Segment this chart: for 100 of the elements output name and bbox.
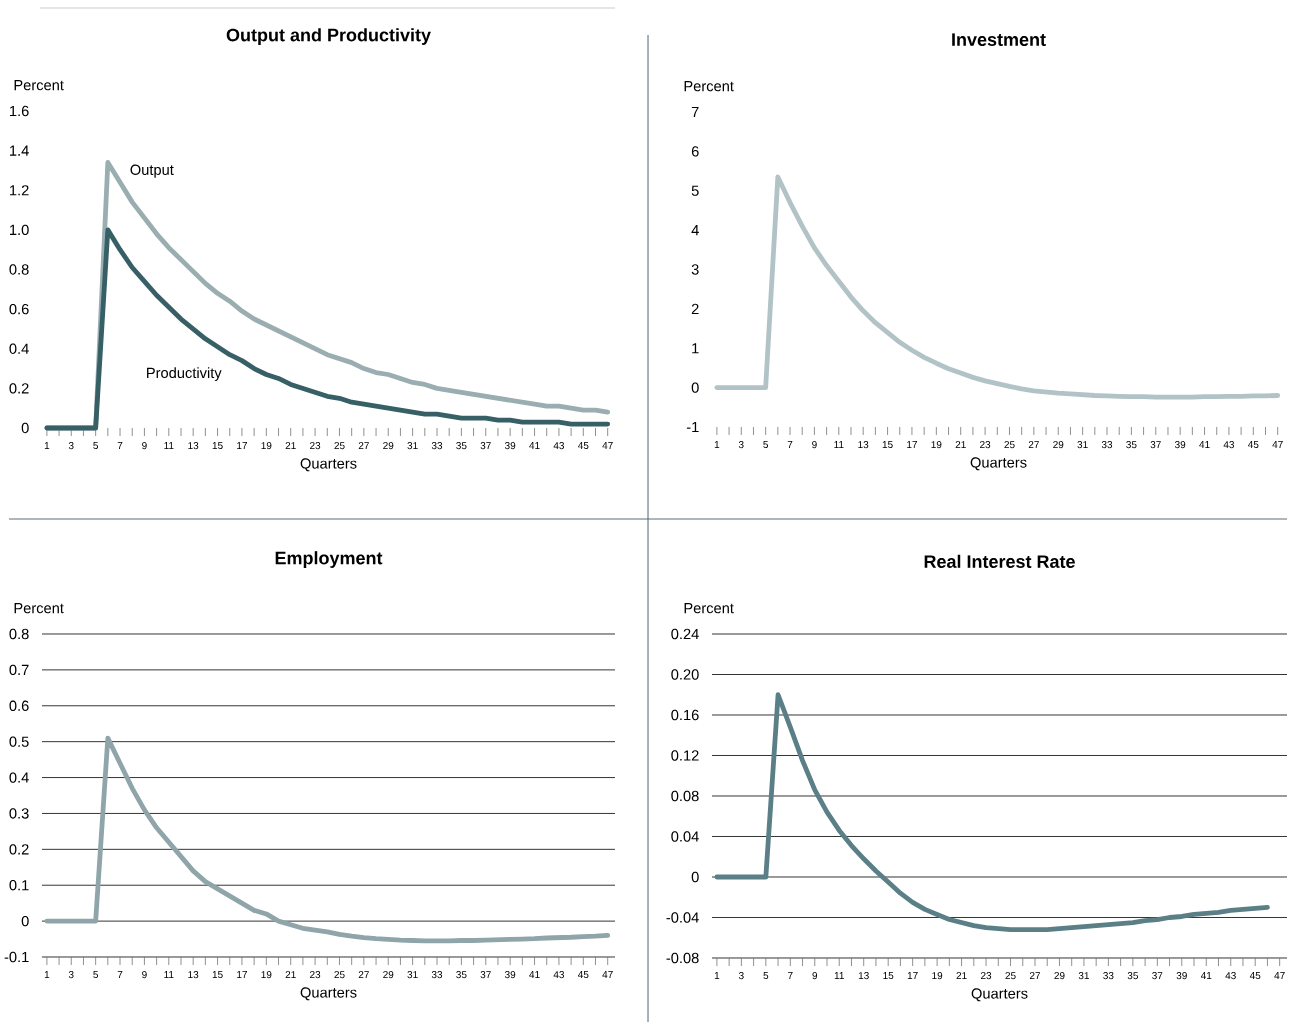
y-axis-title: Percent xyxy=(684,81,734,92)
x-tick-label: 15 xyxy=(212,442,223,450)
y-tick-label: 1.6 xyxy=(10,105,29,117)
y-tick-label: -0.08 xyxy=(666,952,699,964)
x-axis-title: Quarters xyxy=(300,458,357,472)
y-axis-title: Percent xyxy=(14,603,64,614)
x-tick-label: 35 xyxy=(456,971,467,979)
x-tick-label: 25 xyxy=(334,971,345,979)
x-tick-label: 27 xyxy=(1029,972,1041,980)
x-tick-label: 33 xyxy=(1101,441,1113,449)
x-tick-label: 13 xyxy=(188,442,199,450)
x-tick-label: 37 xyxy=(480,971,491,979)
x-tick-label: 15 xyxy=(882,441,893,449)
x-tick-label: 47 xyxy=(1272,441,1283,448)
series-label: Output xyxy=(130,164,174,178)
y-tick-label: 1.4 xyxy=(10,145,29,156)
x-tick-label: 37 xyxy=(1150,441,1161,449)
x-tick-label: 23 xyxy=(310,971,321,979)
x-tick-label: 11 xyxy=(834,972,844,979)
x-tick-label: 45 xyxy=(577,442,589,450)
y-tick-label: 0 xyxy=(691,382,699,393)
y-tick-label: 0.6 xyxy=(9,700,29,711)
y-tick-label: 0.1 xyxy=(9,880,29,891)
y-tick-label: -1 xyxy=(686,421,699,433)
x-tick-label: 19 xyxy=(932,972,943,980)
y-tick-label: 1.0 xyxy=(10,224,29,236)
chart-title: Output and Productivity xyxy=(226,28,431,45)
x-tick-label: 29 xyxy=(383,971,394,979)
x-tick-label: 13 xyxy=(858,441,869,449)
x-tick-label: 47 xyxy=(602,971,613,978)
x-tick-label: 27 xyxy=(358,442,369,450)
y-axis-title: Percent xyxy=(684,603,734,614)
x-tick-label: 43 xyxy=(553,971,565,979)
x-tick-label: 33 xyxy=(431,971,443,979)
series-label: Productivity xyxy=(147,367,222,381)
y-tick-label: 0.8 xyxy=(9,628,29,640)
x-tick-label: 9 xyxy=(812,441,817,449)
x-tick-label: 9 xyxy=(812,972,818,980)
x-tick-label: 47 xyxy=(1274,972,1285,979)
x-tick-label: 35 xyxy=(1126,441,1137,449)
y-tick-label: -0.1 xyxy=(4,951,29,963)
x-tick-label: 1 xyxy=(714,972,720,979)
x-tick-label: 25 xyxy=(1004,441,1015,449)
y-axis-title: Percent xyxy=(14,80,64,91)
x-tick-label: 23 xyxy=(310,442,321,450)
x-tick-label: 5 xyxy=(93,442,99,450)
y-tick-label: 0.8 xyxy=(9,264,29,275)
x-tick-label: 7 xyxy=(788,972,793,979)
x-tick-label: 45 xyxy=(1247,441,1259,449)
x-tick-label: 35 xyxy=(456,442,467,450)
x-axis-title: Quarters xyxy=(971,988,1028,1002)
x-tick-label: 1 xyxy=(44,971,50,978)
y-tick-label: 7 xyxy=(691,106,699,118)
x-tick-label: 39 xyxy=(504,971,516,979)
chart-title: Employment xyxy=(275,551,383,568)
x-tick-label: 1 xyxy=(44,442,50,449)
x-tick-label: 3 xyxy=(738,972,744,980)
x-tick-label: 43 xyxy=(553,442,565,450)
x-tick-label: 5 xyxy=(763,972,769,980)
chart-title: Real Interest Rate xyxy=(924,554,1075,568)
x-tick-label: 43 xyxy=(1223,441,1235,449)
y-tick-label: 0.16 xyxy=(671,709,699,721)
x-tick-label: 43 xyxy=(1225,972,1236,980)
x-tick-label: 47 xyxy=(602,442,613,449)
x-tick-label: 21 xyxy=(956,972,967,980)
x-tick-label: 17 xyxy=(237,971,247,978)
x-tick-label: 21 xyxy=(285,971,296,979)
y-tick-label: 0 xyxy=(21,915,29,927)
x-tick-label: 27 xyxy=(358,971,369,979)
x-tick-label: 13 xyxy=(858,972,869,980)
x-tick-label: 11 xyxy=(164,971,174,978)
x-tick-label: 41 xyxy=(529,971,540,978)
x-tick-label: 17 xyxy=(907,972,918,979)
y-tick-label: 0.6 xyxy=(9,303,29,315)
x-tick-label: 15 xyxy=(212,971,223,979)
x-tick-label: 11 xyxy=(164,442,174,449)
x-tick-label: 21 xyxy=(955,441,966,449)
x-tick-label: 13 xyxy=(188,971,199,979)
y-tick-label: 2 xyxy=(691,303,699,314)
x-tick-label: 23 xyxy=(980,972,992,980)
x-axis-title: Quarters xyxy=(300,987,357,1001)
x-tick-label: 9 xyxy=(142,971,147,979)
x-tick-label: 29 xyxy=(1053,441,1064,449)
y-tick-label: 1 xyxy=(692,343,699,354)
x-tick-label: 17 xyxy=(237,442,247,449)
x-tick-label: 5 xyxy=(93,971,99,979)
chart-title: Investment xyxy=(952,33,1046,46)
x-tick-label: 21 xyxy=(285,442,296,450)
x-tick-label: 25 xyxy=(334,442,345,450)
y-tick-label: 3 xyxy=(691,264,699,275)
x-tick-label: 11 xyxy=(834,441,844,448)
x-tick-label: 33 xyxy=(1103,972,1114,980)
y-tick-label: 0.2 xyxy=(9,383,29,394)
y-tick-label: 0.04 xyxy=(671,831,699,842)
x-axis-title: Quarters xyxy=(970,457,1027,471)
y-tick-label: 0.08 xyxy=(671,790,699,802)
x-tick-label: 27 xyxy=(1028,441,1039,449)
y-tick-label: 0.12 xyxy=(671,750,699,761)
x-tick-label: 31 xyxy=(1077,441,1088,449)
x-tick-label: 35 xyxy=(1127,972,1138,980)
